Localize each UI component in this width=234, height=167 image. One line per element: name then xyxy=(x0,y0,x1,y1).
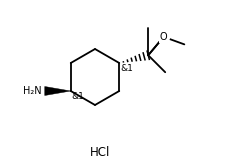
Text: O: O xyxy=(160,32,168,42)
Text: &1: &1 xyxy=(120,64,133,73)
Text: HCl: HCl xyxy=(90,145,110,158)
Text: &1: &1 xyxy=(72,92,85,101)
Text: H₂N: H₂N xyxy=(23,86,42,96)
Text: O: O xyxy=(160,32,168,42)
Polygon shape xyxy=(45,87,71,96)
